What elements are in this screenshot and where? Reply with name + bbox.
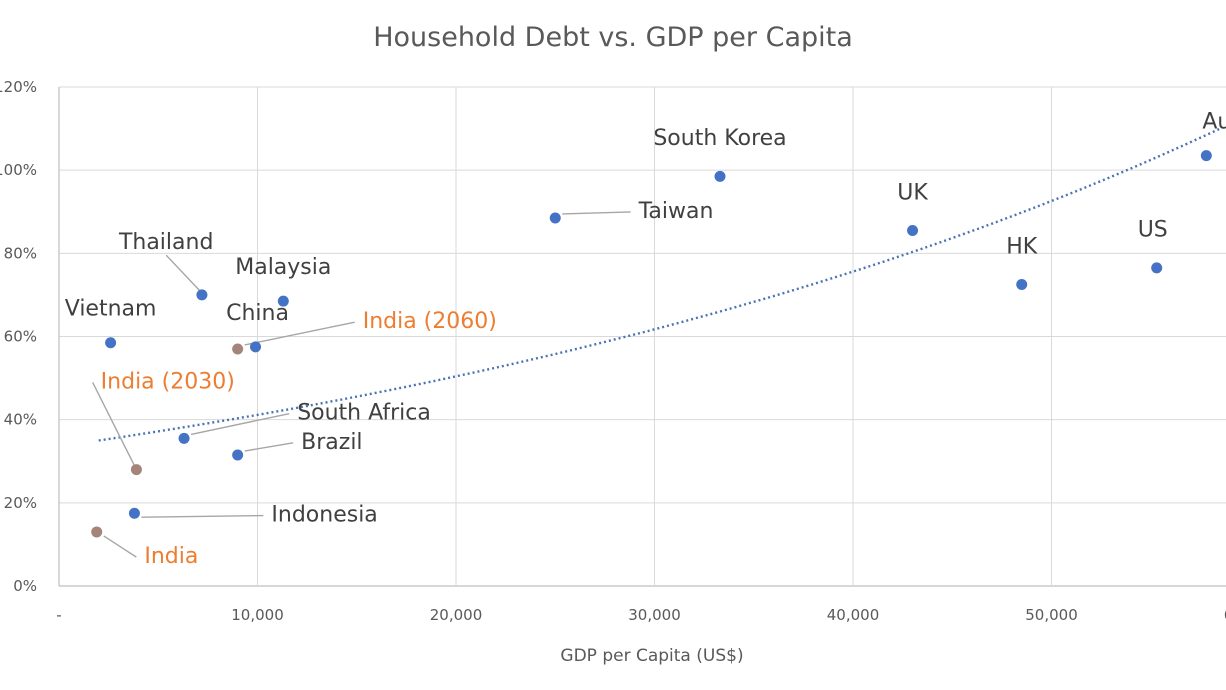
label-uk: UK bbox=[897, 180, 928, 205]
leader-brazil bbox=[244, 442, 294, 452]
y-tick-label: 60% bbox=[4, 328, 37, 346]
point-india bbox=[91, 526, 103, 538]
leader-thailand bbox=[165, 254, 201, 292]
leader-india-2060 bbox=[244, 321, 355, 346]
tick-labels: 0% 20% 40% 60% 80% 100% 120% - 10,000 20,000 30,00… bbox=[0, 78, 1226, 624]
trendline bbox=[98, 127, 1221, 442]
label-india-2060: India (2060) bbox=[363, 309, 497, 334]
point-uk bbox=[907, 224, 919, 236]
x-tick-label: 30,000 bbox=[628, 606, 681, 624]
point-australia bbox=[1200, 150, 1212, 162]
leader-taiwan bbox=[562, 211, 631, 215]
label-hk: HK bbox=[1006, 234, 1038, 259]
x-tick-label: 20,000 bbox=[430, 606, 483, 624]
y-tick-label: 40% bbox=[4, 411, 37, 429]
y-tick-label: 20% bbox=[4, 494, 37, 512]
leader-lines bbox=[92, 211, 631, 558]
label-south-korea: South Korea bbox=[653, 126, 786, 151]
label-south-africa: South Africa bbox=[297, 401, 431, 426]
chart-title: Household Debt vs. GDP per Capita bbox=[373, 22, 853, 53]
y-tick-label: 100% bbox=[0, 161, 37, 179]
point-labels: Australia South Korea Taiwan UK US HK Thailand… bbox=[65, 110, 1226, 570]
point-thailand bbox=[196, 289, 208, 301]
data-points bbox=[91, 150, 1212, 538]
point-south-africa bbox=[178, 432, 190, 444]
point-hk bbox=[1016, 279, 1028, 291]
label-vietnam: Vietnam bbox=[65, 297, 157, 322]
point-india-2060 bbox=[232, 343, 244, 355]
point-vietnam bbox=[105, 337, 117, 349]
point-us bbox=[1151, 262, 1163, 274]
leader-india-2030 bbox=[92, 382, 136, 466]
x-tick-label: 10,000 bbox=[231, 606, 284, 624]
label-us: US bbox=[1138, 218, 1168, 243]
y-tick-label: 0% bbox=[13, 577, 37, 595]
label-china: China bbox=[226, 301, 289, 326]
point-taiwan bbox=[549, 212, 561, 224]
point-brazil bbox=[232, 449, 244, 461]
x-tick-label: 40,000 bbox=[827, 606, 880, 624]
point-china bbox=[250, 341, 262, 353]
leader-south-africa bbox=[190, 412, 290, 436]
label-indonesia: Indonesia bbox=[271, 503, 377, 528]
label-india-2030: India (2030) bbox=[101, 369, 235, 394]
grid-layer bbox=[58, 86, 1226, 587]
leader-india bbox=[103, 535, 137, 558]
label-australia: Australia bbox=[1202, 110, 1226, 135]
label-india: India bbox=[144, 544, 198, 569]
x-axis-label: GDP per Capita (US$) bbox=[560, 646, 743, 666]
label-malaysia: Malaysia bbox=[235, 255, 331, 280]
point-south-korea bbox=[714, 170, 726, 182]
label-brazil: Brazil bbox=[301, 430, 362, 455]
leader-indonesia bbox=[141, 514, 264, 518]
y-tick-label: 120% bbox=[0, 78, 37, 96]
y-tick-label: 80% bbox=[4, 244, 37, 262]
trendline-layer bbox=[98, 127, 1221, 442]
label-thailand: Thailand bbox=[118, 230, 213, 255]
x-tick-label: 60,000 bbox=[1224, 606, 1226, 624]
point-malaysia bbox=[277, 295, 289, 307]
label-taiwan: Taiwan bbox=[638, 199, 714, 224]
x-tick-label: 50,000 bbox=[1025, 606, 1078, 624]
x-tick-label: - bbox=[56, 606, 61, 624]
point-india-2030 bbox=[130, 464, 142, 476]
point-indonesia bbox=[128, 507, 140, 519]
